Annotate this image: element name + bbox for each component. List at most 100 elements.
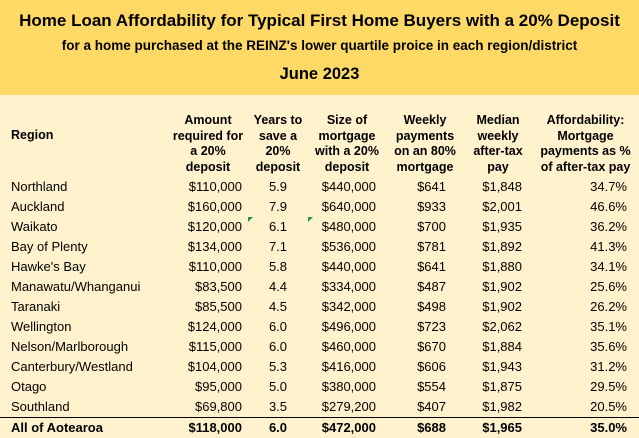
cell-median: $1,943: [464, 357, 532, 377]
cell-mortgage: $480,000: [308, 217, 386, 237]
cell-mortgage: $440,000: [308, 257, 386, 277]
cell-amount: $85,500: [168, 297, 248, 317]
header-line: weekly: [466, 129, 530, 145]
cell-affordability: 34.1%: [532, 257, 639, 277]
cell-years: 7.1: [248, 237, 308, 257]
header-line: Size of: [310, 113, 384, 129]
cell-years: 6.0: [248, 418, 308, 438]
header-line: deposit: [250, 160, 306, 176]
comment-indicator-icon: [248, 217, 253, 222]
cell-amount: $124,000: [168, 317, 248, 337]
cell-region: Northland: [0, 177, 168, 197]
cell-years: 6.0: [248, 337, 308, 357]
cell-amount: $120,000: [168, 217, 248, 237]
header-line: after-tax: [466, 144, 530, 160]
cell-affordability: 35.1%: [532, 317, 639, 337]
cell-median: $2,001: [464, 197, 532, 217]
header-line: Years to: [250, 113, 306, 129]
comment-indicator-icon: [308, 217, 313, 222]
header-row: Region Amount required for a 20% deposit…: [0, 95, 639, 177]
cell-amount: $160,000: [168, 197, 248, 217]
cell-years-value: 6.1: [269, 219, 287, 234]
cell-region: Wellington: [0, 317, 168, 337]
cell-median: $1,935: [464, 217, 532, 237]
table-row: Canterbury/Westland $104,000 5.3 $416,00…: [0, 357, 639, 377]
cell-amount: $104,000: [168, 357, 248, 377]
header-line: 20%: [250, 144, 306, 160]
table-row: Taranaki $85,500 4.5 $342,000 $498 $1,90…: [0, 297, 639, 317]
cell-mortgage: $472,000: [308, 418, 386, 438]
cell-median: $1,884: [464, 337, 532, 357]
header-line: mortgage: [388, 160, 462, 176]
cell-mortgage: $416,000: [308, 357, 386, 377]
cell-years: 7.9: [248, 197, 308, 217]
header-line: required for: [170, 129, 246, 145]
cell-region: Nelson/Marlborough: [0, 337, 168, 357]
cell-weekly: $723: [386, 317, 464, 337]
header-line: with a 20%: [310, 144, 384, 160]
table-title: Home Loan Affordability for Typical Firs…: [0, 10, 639, 31]
cell-median: $1,892: [464, 237, 532, 257]
header-line: Weekly: [388, 113, 462, 129]
cell-affordability: 26.2%: [532, 297, 639, 317]
cell-years: 5.0: [248, 377, 308, 397]
cell-affordability: 34.7%: [532, 177, 639, 197]
cell-mortgage: $640,000: [308, 197, 386, 217]
cell-region: Canterbury/Westland: [0, 357, 168, 377]
cell-weekly: $700: [386, 217, 464, 237]
cell-weekly: $781: [386, 237, 464, 257]
cell-affordability: 35.0%: [532, 418, 639, 438]
header-line: mortgage: [310, 129, 384, 145]
header-line: of after-tax pay: [534, 160, 637, 176]
cell-amount: $110,000: [168, 257, 248, 277]
cell-mortgage: $334,000: [308, 277, 386, 297]
header-affordability: Affordability: Mortgage payments as % of…: [532, 95, 639, 177]
header-line: payments as %: [534, 144, 637, 160]
header-mortgage: Size of mortgage with a 20% deposit: [308, 95, 386, 177]
cell-weekly: $554: [386, 377, 464, 397]
header-line: deposit: [310, 160, 384, 176]
header-line: deposit: [170, 160, 246, 176]
header-line: Affordability:: [534, 113, 637, 129]
cell-region: Manawatu/Whanganui: [0, 277, 168, 297]
cell-region: Southland: [0, 397, 168, 418]
cell-mortgage: $380,000: [308, 377, 386, 397]
cell-region: Taranaki: [0, 297, 168, 317]
header-line: save a: [250, 129, 306, 145]
cell-years: 5.3: [248, 357, 308, 377]
cell-median: $1,875: [464, 377, 532, 397]
cell-years: 4.5: [248, 297, 308, 317]
table-row: Auckland $160,000 7.9 $640,000 $933 $2,0…: [0, 197, 639, 217]
table-row: Northland $110,000 5.9 $440,000 $641 $1,…: [0, 177, 639, 197]
cell-mortgage: $342,000: [308, 297, 386, 317]
total-row: All of Aotearoa $118,000 6.0 $472,000 $6…: [0, 418, 639, 438]
cell-median: $1,965: [464, 418, 532, 438]
cell-amount: $83,500: [168, 277, 248, 297]
cell-mortgage: $536,000: [308, 237, 386, 257]
cell-weekly: $407: [386, 397, 464, 418]
table-row: Southland $69,800 3.5 $279,200 $407 $1,9…: [0, 397, 639, 418]
header-years: Years to save a 20% deposit: [248, 95, 308, 177]
cell-median: $1,982: [464, 397, 532, 418]
cell-median: $1,902: [464, 277, 532, 297]
cell-affordability: 35.6%: [532, 337, 639, 357]
cell-affordability: 25.6%: [532, 277, 639, 297]
table-row: Otago $95,000 5.0 $380,000 $554 $1,875 2…: [0, 377, 639, 397]
table-row: Nelson/Marlborough $115,000 6.0 $460,000…: [0, 337, 639, 357]
header-line: Mortgage: [534, 129, 637, 145]
header-line: Median: [466, 113, 530, 129]
cell-affordability: 41.3%: [532, 237, 639, 257]
cell-median: $2,062: [464, 317, 532, 337]
header-line: on an 80%: [388, 144, 462, 160]
header-weekly: Weekly payments on an 80% mortgage: [386, 95, 464, 177]
cell-amount: $115,000: [168, 337, 248, 357]
table-row: Manawatu/Whanganui $83,500 4.4 $334,000 …: [0, 277, 639, 297]
cell-years: 6.0: [248, 317, 308, 337]
header-line: pay: [466, 160, 530, 176]
cell-region: Bay of Plenty: [0, 237, 168, 257]
cell-mortgage: $440,000: [308, 177, 386, 197]
cell-affordability: 31.2%: [532, 357, 639, 377]
header-amount: Amount required for a 20% deposit: [168, 95, 248, 177]
cell-weekly: $641: [386, 257, 464, 277]
